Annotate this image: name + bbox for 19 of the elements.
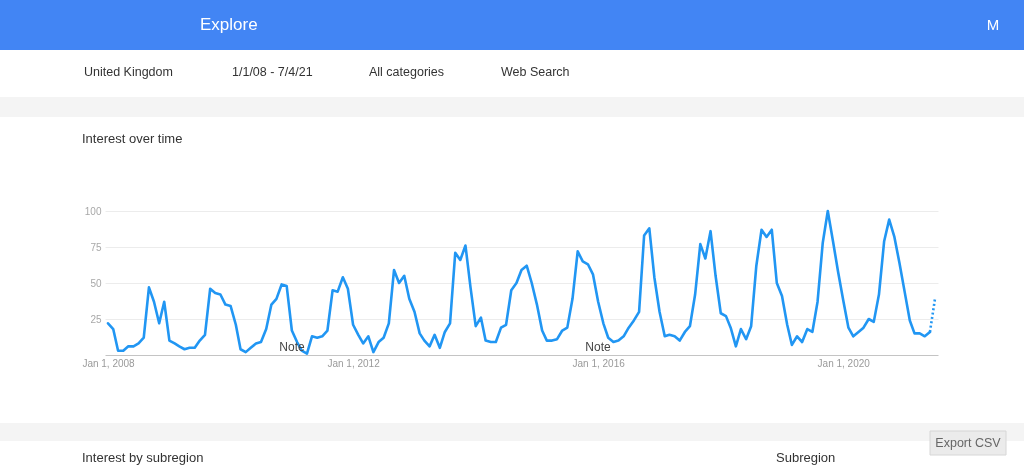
text: Subregion bbox=[776, 450, 836, 465]
x-tick-label: Jan 1, 2008 bbox=[82, 357, 136, 369]
text: United Kingdom bbox=[84, 65, 173, 79]
y-tick-label: 25 bbox=[90, 313, 102, 325]
x-tick-label: Jan 1, 2016 bbox=[572, 357, 626, 369]
text: All categories bbox=[369, 65, 445, 79]
x-tick-label: Jan 1, 2012 bbox=[327, 357, 381, 369]
y-tick-label: 50 bbox=[90, 277, 102, 289]
text: Explore bbox=[200, 15, 258, 34]
y-tick-label: 100 bbox=[84, 205, 102, 217]
annotation: Note bbox=[585, 340, 611, 354]
x-tick-label: Jan 1, 2020 bbox=[817, 357, 871, 369]
y-tick-label: 75 bbox=[90, 241, 102, 253]
text: 1/1/08 - 7/4/21 bbox=[232, 65, 313, 79]
text: Export CSV bbox=[935, 436, 1002, 450]
text: Interest by subregion bbox=[82, 450, 204, 465]
chart-title: Interest over time bbox=[82, 131, 183, 146]
text: M bbox=[986, 16, 1000, 33]
text: Web Search bbox=[501, 65, 570, 79]
